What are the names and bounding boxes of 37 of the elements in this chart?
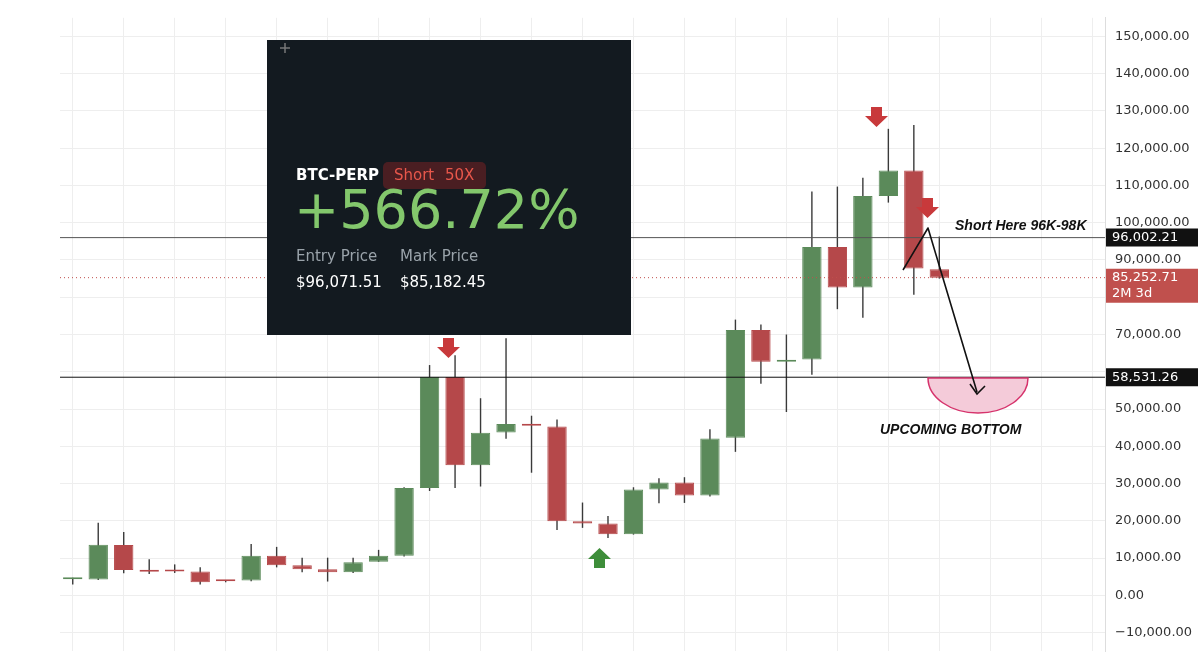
candlestick [496, 337, 516, 440]
annotation: BTC-PERP [296, 166, 380, 184]
annotation: UPCOMING BOTTOM [880, 421, 1022, 437]
y-tick-label: 150,000.00 [1115, 27, 1190, 43]
y-tick-label: 130,000.00 [1115, 102, 1190, 118]
annotation: Short Here 96K-98K [955, 217, 1087, 233]
y-tick-label: 140,000.00 [1115, 65, 1190, 81]
y-tick-label: 70,000.00 [1115, 325, 1182, 341]
y-tick-label: 0.00 [1115, 586, 1144, 602]
ref-line-label: 85,252.71 [1112, 269, 1179, 285]
ref-line-label: 96,002.21 [1112, 228, 1179, 244]
y-tick-label: 90,000.00 [1115, 251, 1182, 267]
annotation: $85,182.45 [400, 273, 486, 291]
candlestick [598, 515, 618, 539]
y-tick-label: 120,000.00 [1115, 139, 1190, 155]
annotation: $96,071.51 [296, 273, 382, 291]
candlestick [317, 556, 338, 583]
y-tick-label: 10,000.00 [1115, 549, 1182, 565]
candlestick [114, 531, 134, 575]
annotation: Short [394, 166, 435, 184]
y-tick-label: 110,000.00 [1115, 176, 1190, 192]
candlestick [266, 546, 287, 569]
annotation: 50X [445, 166, 475, 184]
candlestick [878, 128, 899, 204]
annotation: Entry Price [296, 247, 378, 265]
y-tick-label: 100,000.00 [1115, 214, 1190, 230]
y-tick-label: 50,000.00 [1115, 400, 1182, 416]
text: 2M 3d [1112, 285, 1153, 301]
candlestick [241, 543, 261, 582]
y-tick-label: 40,000.00 [1115, 437, 1182, 453]
y-tick-label: −10,000.00 [1115, 623, 1193, 639]
ref-line-label: 58,531.26 [1112, 368, 1179, 384]
candlestick [649, 477, 669, 504]
y-tick-label: 30,000.00 [1115, 474, 1182, 490]
annotation: Mark Price [400, 247, 479, 265]
y-tick-label: 20,000.00 [1115, 512, 1182, 528]
candlestick [292, 556, 312, 573]
